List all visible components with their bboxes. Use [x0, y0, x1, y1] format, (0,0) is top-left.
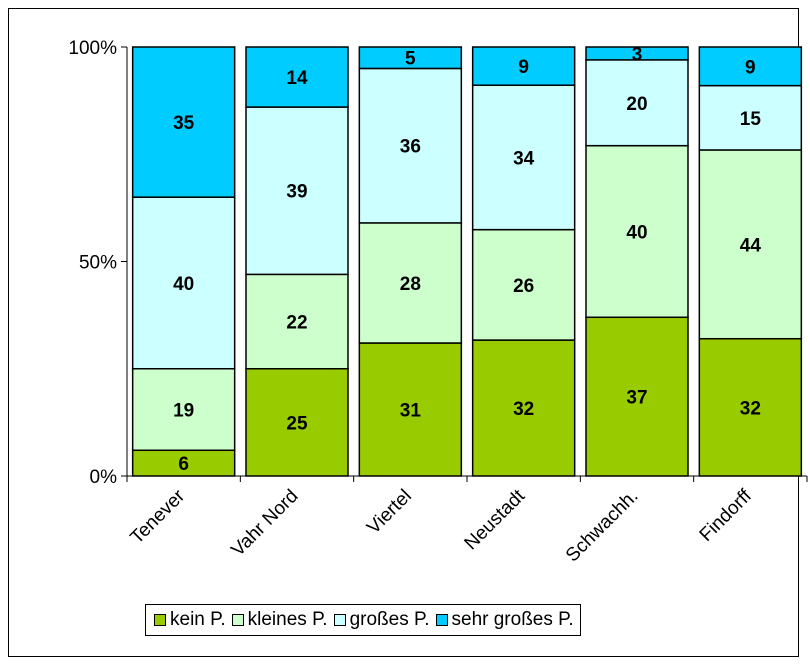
- x-tick-label: Vahr Nord: [227, 486, 302, 561]
- legend-swatch-sehr-grosses: [435, 614, 448, 626]
- data-label: 36: [400, 137, 421, 158]
- x-tick-label: Findorff: [696, 485, 757, 546]
- data-label: 25: [286, 413, 308, 434]
- data-label: 40: [626, 222, 647, 243]
- data-label: 44: [740, 235, 762, 256]
- legend-item: kleines P.: [231, 609, 328, 631]
- legend-swatch-grosses: [333, 614, 346, 626]
- data-label: 15: [740, 109, 762, 130]
- data-label: 32: [740, 398, 761, 419]
- bar-segment: [585, 59, 689, 147]
- data-label: 39: [286, 182, 307, 203]
- data-label: 28: [400, 274, 421, 295]
- x-tick-label: Viertel: [363, 486, 416, 539]
- bar-segment: [471, 228, 576, 341]
- legend-swatch-kleines: [231, 614, 244, 626]
- bar-segment: [698, 84, 803, 151]
- y-tick-label: 100%: [68, 38, 117, 59]
- bar-segment: [245, 273, 349, 370]
- bar-segment: [698, 149, 803, 340]
- data-label: 34: [513, 148, 535, 169]
- bar-segment: [131, 46, 236, 198]
- legend-swatch-kein: [154, 614, 166, 626]
- data-label: 9: [518, 57, 529, 78]
- bar-segment: [358, 222, 463, 344]
- x-tick-label: Neustadt: [461, 485, 530, 554]
- bar-segment: [245, 46, 349, 108]
- bar-segment: [358, 67, 463, 224]
- x-tick-label: Tenever: [127, 485, 190, 548]
- bar-segment: [698, 46, 803, 87]
- data-label: 26: [513, 276, 534, 297]
- legend-item: sehr großes P.: [435, 609, 574, 631]
- legend: kein P. kleines P. großes P. sehr großes…: [145, 604, 581, 636]
- bar-segment: [245, 106, 349, 276]
- bar-segment: [585, 144, 689, 319]
- data-label: 3: [632, 44, 643, 65]
- bar-segment: [471, 84, 576, 231]
- legend-item: großes P.: [333, 609, 430, 631]
- legend-label: kein P.: [170, 609, 226, 630]
- data-label: 32: [513, 399, 534, 420]
- bar-segment: [698, 337, 803, 477]
- legend-label: sehr großes P.: [451, 609, 574, 630]
- bar-segment: [358, 342, 463, 477]
- bar-segment: [585, 46, 689, 61]
- bar-segment: [245, 368, 349, 477]
- bar-segment: [471, 339, 576, 477]
- bar-segment: [471, 46, 576, 86]
- bar-segment: [358, 46, 463, 70]
- y-tick-label: 50%: [79, 253, 117, 274]
- data-label: 9: [745, 57, 756, 78]
- data-label: 40: [173, 274, 194, 295]
- y-tick-label: 0%: [90, 467, 118, 488]
- data-label: 35: [173, 113, 195, 134]
- data-label: 5: [405, 49, 416, 70]
- data-label: 37: [626, 388, 647, 409]
- bar-segment: [585, 316, 689, 477]
- data-label: 22: [286, 313, 307, 334]
- x-tick-label: Schwachh.: [562, 486, 643, 567]
- legend-item: kein P.: [154, 609, 226, 631]
- data-label: 6: [178, 454, 189, 475]
- legend-label: großes P.: [349, 609, 430, 630]
- data-label: 14: [286, 68, 308, 89]
- data-label: 19: [173, 401, 194, 422]
- data-label: 31: [400, 401, 422, 422]
- legend-label: kleines P.: [247, 609, 328, 630]
- data-label: 20: [626, 94, 647, 115]
